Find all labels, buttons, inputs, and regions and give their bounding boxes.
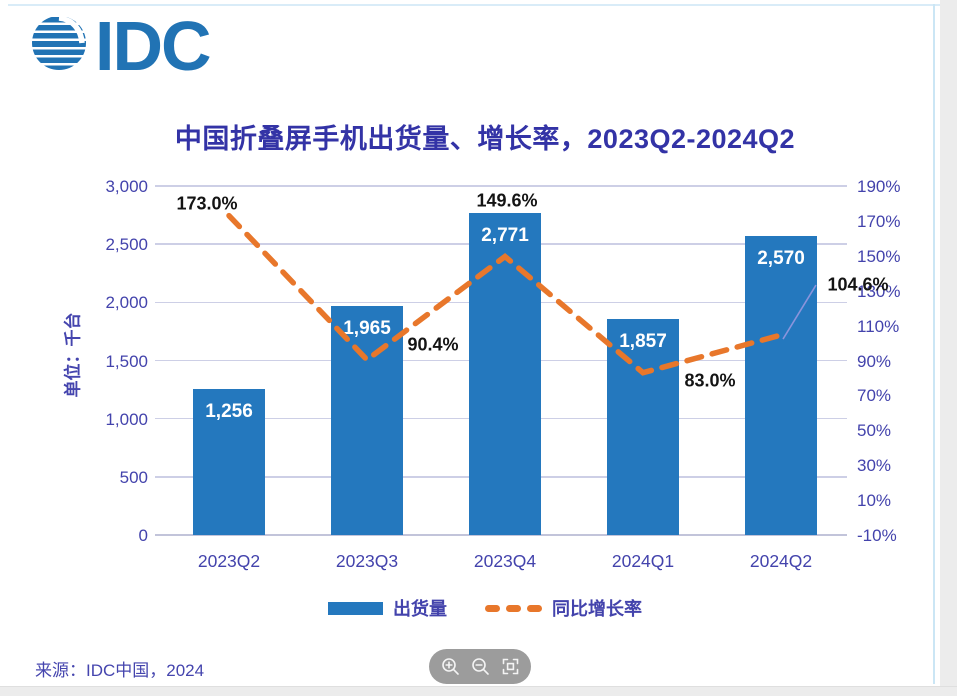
y-right-tick: -10%: [857, 526, 897, 545]
horizontal-gridline: [155, 534, 847, 537]
idc-globe-icon: [30, 14, 88, 77]
fit-view-icon[interactable]: [497, 654, 523, 680]
bar: [331, 306, 403, 535]
image-border-top: [8, 4, 941, 6]
y-right-tick: 130%: [857, 281, 901, 301]
source-text: 来源：IDC中国，2024: [35, 661, 205, 680]
horizontal-gridline: [155, 185, 847, 187]
chart-title: 中国折叠屏手机出货量、增长率，2023Q2-2024Q2: [174, 124, 796, 154]
legend: 出货量 同比增长率: [30, 595, 940, 621]
viewer-margin-right: [940, 0, 957, 696]
x-category-label: 2023Q4: [473, 551, 537, 571]
bar-value-label: 1,256: [205, 400, 253, 422]
zoom-in-icon[interactable]: [437, 654, 463, 680]
bar: [469, 212, 541, 535]
zoom-out-icon[interactable]: [467, 654, 493, 680]
bar-value-label: 1,857: [619, 330, 667, 352]
bar: [193, 388, 265, 535]
legend-line-label: 同比增长率: [552, 599, 642, 619]
viewer-toolbar: [429, 649, 531, 684]
viewer-margin-bottom: [0, 686, 957, 696]
y-left-tick: 3,000: [105, 177, 148, 196]
y-right-tick: 90%: [857, 351, 892, 371]
x-category-label: 2024Q2: [749, 551, 813, 571]
y-left-tick: 0: [138, 526, 148, 545]
legend-dash-swatch: [485, 604, 542, 612]
legend-bar-swatch: [328, 601, 383, 615]
y-right-tick: 30%: [857, 456, 892, 476]
y-left-tick: 500: [119, 467, 148, 487]
y-left-tick: 1,000: [105, 409, 148, 429]
bar-value-label: 1,965: [343, 318, 391, 340]
y-right-tick: 10%: [857, 491, 892, 511]
y-left-tick: 2,000: [105, 293, 148, 313]
x-category-label: 2023Q2: [197, 551, 261, 571]
y-right-tick: 170%: [857, 211, 901, 231]
y-right-tick: 50%: [857, 421, 892, 441]
bar-value-label: 2,570: [757, 248, 805, 270]
idc-logo-text: IDC: [95, 6, 212, 85]
image-border-right: [933, 4, 935, 684]
bar-value-label: 2,771: [481, 224, 529, 246]
y-right-tick: 150%: [857, 246, 901, 266]
bar: [745, 236, 817, 535]
y-left-tick: 2,500: [105, 235, 148, 255]
y-right-tick: 190%: [857, 177, 901, 196]
legend-bar-label: 出货量: [393, 599, 447, 619]
y-right-tick: 70%: [857, 386, 892, 406]
idc-logo: IDC: [30, 6, 212, 85]
x-category-label: 2024Q1: [611, 551, 675, 571]
y-right-tick: 110%: [857, 316, 900, 336]
x-category-label: 2023Q3: [335, 551, 399, 571]
y-left-tick: 1,500: [105, 351, 148, 371]
